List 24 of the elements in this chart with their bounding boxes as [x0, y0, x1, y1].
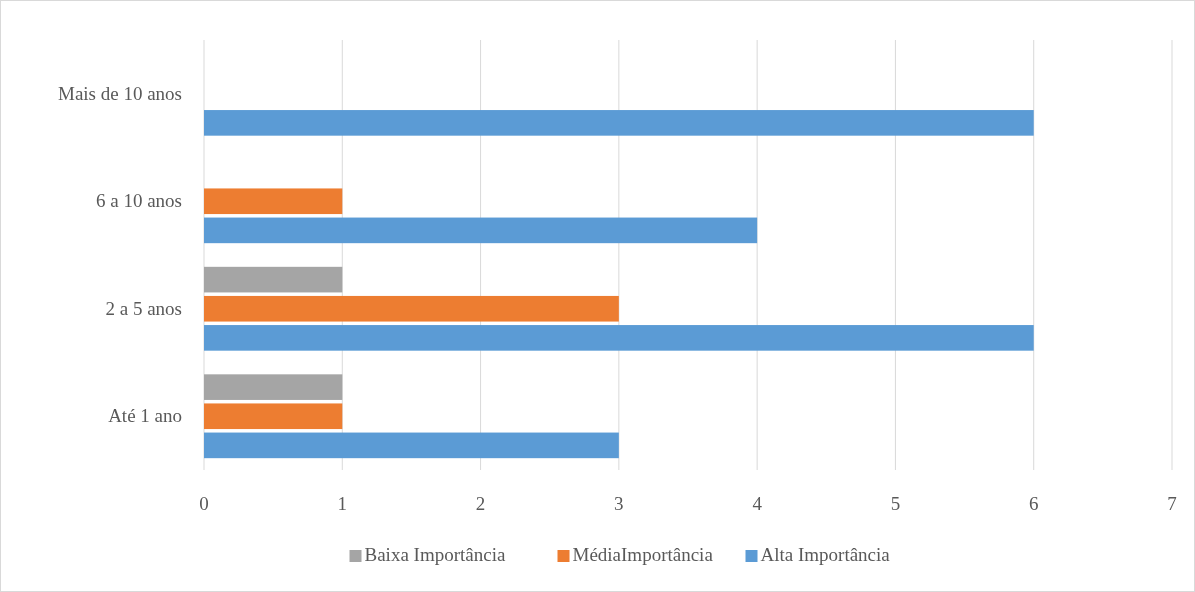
bar [204, 295, 619, 322]
legend-label: Alta Importância [760, 544, 891, 565]
bar [204, 188, 343, 215]
x-tick-label: 2 [475, 493, 486, 514]
legend-label: MédiaImportância [572, 544, 714, 565]
y-tick-label: Mais de 10 anos [57, 82, 182, 104]
x-tick-label: 5 [890, 493, 901, 514]
bar [204, 403, 343, 430]
legend-label: Baixa Importância [364, 544, 506, 565]
bar [204, 374, 343, 400]
bar [204, 325, 1034, 351]
bar [204, 110, 1034, 136]
x-tick-label: 4 [752, 493, 763, 514]
y-tick-label: 6 a 10 anos [95, 190, 182, 212]
x-tick-label: 7 [1167, 493, 1177, 514]
bar [204, 432, 619, 459]
bar [204, 266, 343, 293]
x-tick-label: 3 [614, 493, 624, 514]
y-tick-label: 2 a 5 anos [105, 297, 182, 319]
x-tick-label: 0 [199, 493, 209, 514]
x-tick-label: 1 [337, 493, 348, 514]
bar [204, 217, 758, 244]
x-tick-label: 6 [1028, 493, 1039, 514]
y-tick-label: Até 1 ano [108, 405, 182, 427]
